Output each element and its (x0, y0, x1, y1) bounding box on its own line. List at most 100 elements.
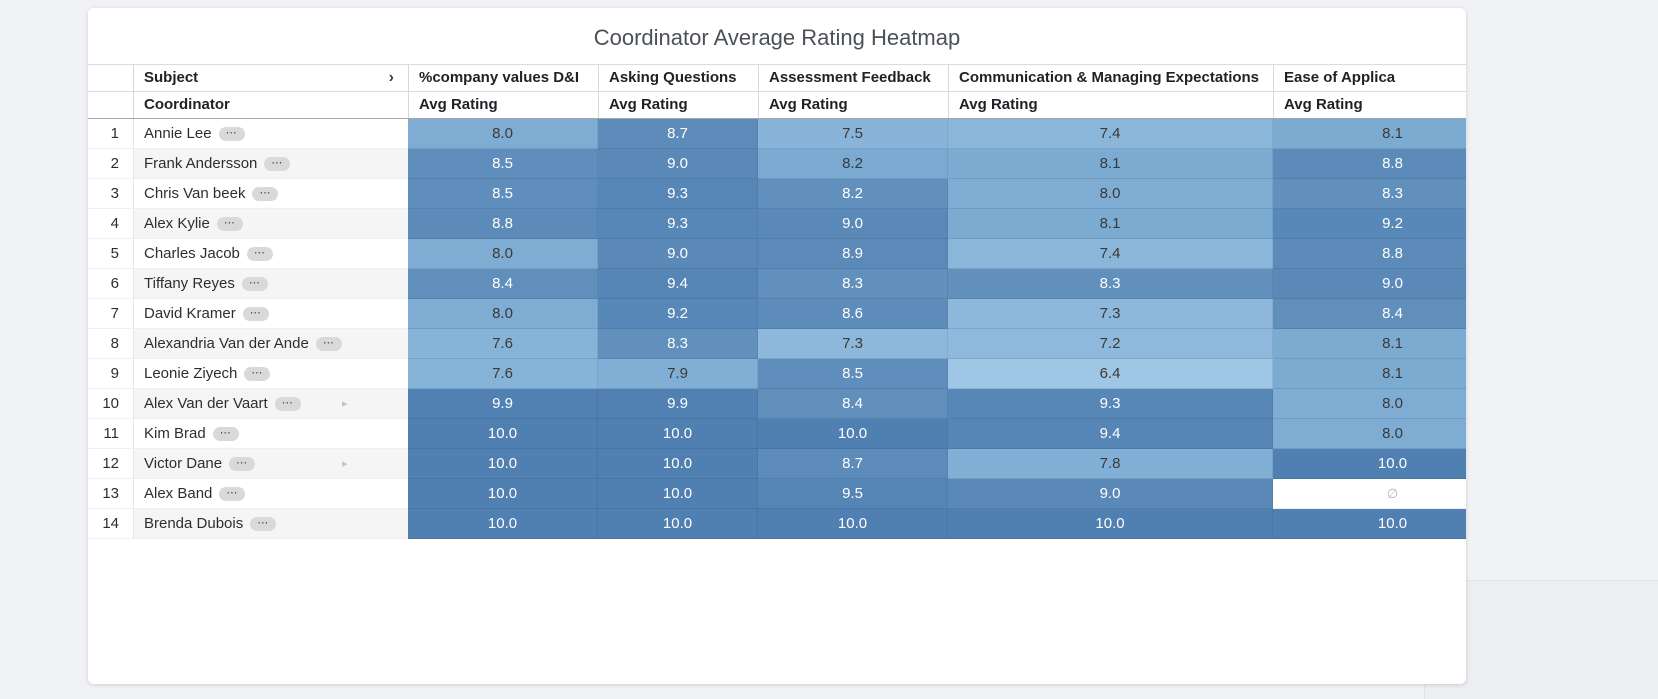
value-cell[interactable]: 8.2 (758, 179, 948, 209)
value-cell[interactable]: 9.9 (598, 389, 758, 419)
value-cell[interactable]: 8.5 (408, 179, 598, 209)
value-cell[interactable]: 7.4 (948, 119, 1273, 149)
value-cell[interactable]: 9.0 (758, 209, 948, 239)
more-actions-badge[interactable]: ⋯ (315, 336, 342, 351)
more-actions-badge[interactable]: ⋯ (242, 306, 269, 321)
value-cell[interactable]: 10.0 (408, 449, 598, 479)
measure-header-2[interactable]: Avg Rating (598, 92, 758, 118)
value-cell[interactable]: 10.0 (408, 479, 598, 509)
value-cell[interactable]: 10.0 (598, 449, 758, 479)
value-cell[interactable]: 10.0 (408, 509, 598, 539)
name-cell[interactable]: Annie Lee ⋯ (133, 119, 408, 149)
value-cell[interactable]: 8.7 (758, 449, 948, 479)
value-cell[interactable]: 8.4 (408, 269, 598, 299)
value-cell[interactable]: 8.7 (598, 119, 758, 149)
column-header-5[interactable]: Ease of Applica (1273, 65, 1466, 91)
name-cell[interactable]: Leonie Ziyech ⋯ (133, 359, 408, 389)
value-cell[interactable]: 10.0 (758, 509, 948, 539)
value-cell[interactable]: 9.2 (1273, 209, 1466, 239)
value-cell[interactable]: 8.3 (598, 329, 758, 359)
value-cell[interactable]: 8.3 (1273, 179, 1466, 209)
measure-header-5[interactable]: Avg Rating (1273, 92, 1466, 118)
value-cell[interactable]: 8.0 (948, 179, 1273, 209)
value-cell[interactable]: 9.4 (598, 269, 758, 299)
value-cell[interactable]: 8.1 (948, 209, 1273, 239)
value-cell[interactable]: 7.6 (408, 329, 598, 359)
value-cell[interactable]: 8.8 (1273, 149, 1466, 179)
value-cell[interactable]: 9.0 (598, 149, 758, 179)
value-cell[interactable]: 8.0 (408, 299, 598, 329)
more-actions-badge[interactable]: ⋯ (229, 456, 256, 471)
value-cell[interactable]: 8.8 (408, 209, 598, 239)
value-cell[interactable]: 7.3 (758, 329, 948, 359)
value-cell[interactable]: 8.1 (1273, 329, 1466, 359)
value-cell[interactable]: 9.0 (1273, 269, 1466, 299)
value-cell[interactable]: 8.4 (758, 389, 948, 419)
value-cell[interactable]: 10.0 (598, 419, 758, 449)
value-cell[interactable]: 8.5 (408, 149, 598, 179)
column-header-4[interactable]: Communication & Managing Expectations (948, 65, 1273, 91)
more-actions-badge[interactable]: ⋯ (274, 396, 301, 411)
value-cell[interactable]: 10.0 (948, 509, 1273, 539)
value-cell[interactable]: 8.2 (758, 149, 948, 179)
value-cell[interactable]: 8.6 (758, 299, 948, 329)
value-cell[interactable]: 8.0 (408, 119, 598, 149)
value-cell[interactable]: 9.4 (948, 419, 1273, 449)
value-cell[interactable]: 8.1 (1273, 359, 1466, 389)
measure-header-1[interactable]: Avg Rating (408, 92, 598, 118)
more-actions-badge[interactable]: ⋯ (244, 366, 271, 381)
value-cell[interactable]: 9.5 (758, 479, 948, 509)
coordinator-header-cell[interactable]: Coordinator (133, 92, 408, 118)
value-cell[interactable]: 7.3 (948, 299, 1273, 329)
subject-header-cell[interactable]: Subject › (133, 65, 408, 91)
more-actions-badge[interactable]: ⋯ (252, 186, 279, 201)
measure-header-4[interactable]: Avg Rating (948, 92, 1273, 118)
value-cell[interactable]: 6.4 (948, 359, 1273, 389)
name-cell[interactable]: Frank Andersson ⋯ (133, 149, 408, 179)
value-cell[interactable]: 10.0 (1273, 449, 1466, 479)
value-cell[interactable]: 8.3 (758, 269, 948, 299)
value-cell[interactable]: 10.0 (598, 509, 758, 539)
name-cell[interactable]: Alex Kylie ⋯ (133, 209, 408, 239)
name-cell[interactable]: Alex Van der Vaart ⋯ ▸ (133, 389, 408, 419)
name-cell[interactable]: Brenda Dubois ⋯ (133, 509, 408, 539)
more-actions-badge[interactable]: ⋯ (212, 426, 239, 441)
value-cell[interactable]: 8.5 (758, 359, 948, 389)
chevron-right-icon[interactable]: › (388, 69, 394, 86)
value-cell[interactable]: 8.4 (1273, 299, 1466, 329)
name-cell[interactable]: Alex Band ⋯ (133, 479, 408, 509)
more-actions-badge[interactable]: ⋯ (218, 126, 245, 141)
value-cell[interactable]: 9.9 (408, 389, 598, 419)
value-cell[interactable]: 8.3 (948, 269, 1273, 299)
value-cell[interactable]: 9.3 (948, 389, 1273, 419)
value-cell[interactable]: 9.2 (598, 299, 758, 329)
more-actions-badge[interactable]: ⋯ (241, 276, 268, 291)
value-cell[interactable]: 9.3 (598, 209, 758, 239)
measure-header-3[interactable]: Avg Rating (758, 92, 948, 118)
value-cell[interactable]: 8.8 (1273, 239, 1466, 269)
value-cell[interactable]: 7.6 (408, 359, 598, 389)
value-cell[interactable]: 9.0 (948, 479, 1273, 509)
more-actions-badge[interactable]: ⋯ (250, 516, 277, 531)
value-cell[interactable]: 7.4 (948, 239, 1273, 269)
more-actions-badge[interactable]: ⋯ (246, 246, 273, 261)
name-cell[interactable]: Tiffany Reyes ⋯ (133, 269, 408, 299)
name-cell[interactable]: Alexandria Van der Ande ⋯ (133, 329, 408, 359)
value-cell[interactable]: 9.0 (598, 239, 758, 269)
value-cell[interactable]: 10.0 (758, 419, 948, 449)
value-cell[interactable]: 8.0 (1273, 419, 1466, 449)
value-cell[interactable]: 10.0 (1273, 509, 1466, 539)
more-actions-badge[interactable]: ⋯ (216, 216, 243, 231)
column-header-2[interactable]: Asking Questions (598, 65, 758, 91)
value-cell[interactable]: 7.9 (598, 359, 758, 389)
name-cell[interactable]: Kim Brad ⋯ (133, 419, 408, 449)
name-cell[interactable]: Chris Van beek ⋯ (133, 179, 408, 209)
column-header-3[interactable]: Assessment Feedback (758, 65, 948, 91)
value-cell-empty[interactable]: ∅ (1273, 479, 1466, 509)
name-cell[interactable]: Victor Dane ⋯ ▸ (133, 449, 408, 479)
name-cell[interactable]: David Kramer ⋯ (133, 299, 408, 329)
name-cell[interactable]: Charles Jacob ⋯ (133, 239, 408, 269)
value-cell[interactable]: 8.1 (1273, 119, 1466, 149)
more-actions-badge[interactable]: ⋯ (264, 156, 291, 171)
value-cell[interactable]: 7.8 (948, 449, 1273, 479)
